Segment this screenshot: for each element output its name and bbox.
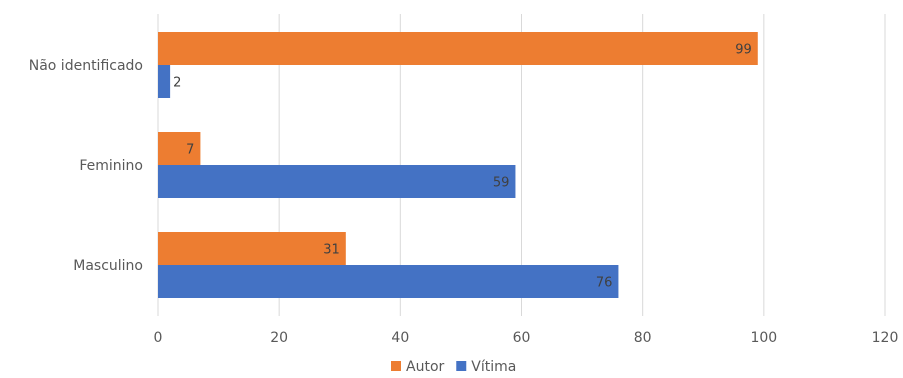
data-label-vítima-0: 2 — [173, 76, 181, 91]
category-label-2: Masculino — [73, 258, 143, 274]
value-axis: 0 20 40 60 80 100 120 — [154, 330, 899, 346]
x-tick-label-20: 20 — [270, 330, 288, 346]
x-tick-label-0: 0 — [154, 330, 163, 346]
x-tick-label-80: 80 — [634, 330, 652, 346]
legend-label-autor: Autor — [406, 359, 445, 375]
bar-autor-0 — [158, 32, 758, 65]
bar-autor-2 — [158, 232, 346, 265]
category-label-1: Feminino — [79, 158, 143, 174]
category-label-0: Não identificado — [29, 58, 143, 74]
bar-vítima-2 — [158, 265, 619, 298]
legend: Autor Vítima — [391, 359, 516, 375]
bar-vítima-1 — [158, 165, 516, 198]
bar-vítima-0 — [158, 65, 171, 98]
category-axis: Não identificado Feminino Masculino — [29, 58, 143, 274]
x-tick-label-60: 60 — [513, 330, 531, 346]
data-label-vítima-2: 76 — [596, 276, 613, 291]
data-label-autor-0: 99 — [735, 43, 752, 58]
legend-swatch-autor — [391, 361, 401, 371]
data-label-autor-1: 7 — [186, 143, 194, 158]
bars — [158, 32, 758, 298]
x-tick-label-120: 120 — [872, 330, 899, 346]
data-label-autor-2: 31 — [323, 243, 340, 258]
bar-autor-1 — [158, 132, 201, 165]
x-tick-label-40: 40 — [391, 330, 409, 346]
data-label-vítima-1: 59 — [493, 176, 510, 191]
data-labels: 99 2 7 59 31 76 — [173, 43, 752, 291]
x-tick-label-100: 100 — [750, 330, 777, 346]
legend-swatch-vítima — [456, 361, 467, 371]
legend-label-vítima: Vítima — [471, 359, 516, 375]
